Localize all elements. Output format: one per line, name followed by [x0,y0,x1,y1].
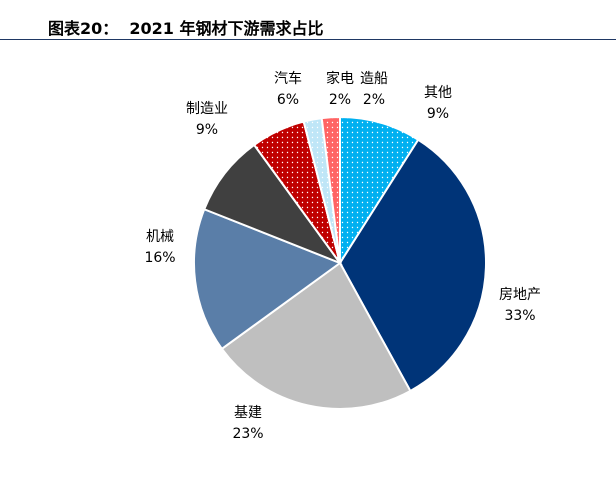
slice-name-shipbuilding: 造船 [360,71,388,87]
pie-labels: 其他 9% 房地产 33% 基建 23% 机械 16% 制造业 9% 汽车 6% 家电 2% 造船 2% [144,70,541,442]
slice-value-shipbuilding: 2% [363,92,385,108]
pie-slice-infrastructure [220,261,412,410]
slice-name-real-estate: 房地产 [499,287,541,303]
figure-title: 图表20： 2021 年钢材下游需求占比 [48,19,324,38]
slice-value-other: 9% [427,106,449,122]
slice-value-manufacturing: 9% [196,122,218,138]
title-divider [0,39,616,40]
figure-header: 图表20： 2021 年钢材下游需求占比 [0,0,616,44]
pie-slice-manufacturing [202,143,343,266]
slice-name-home-appliance: 家电 [326,70,354,87]
slice-name-automobile: 汽车 [274,70,302,87]
slice-value-infrastructure: 23% [232,426,263,442]
pie-slices [193,115,487,410]
slice-name-infrastructure: 基建 [234,404,262,421]
slice-name-machinery: 机械 [146,229,174,245]
pie-slice-shipbuilding [320,115,341,264]
slice-name-other: 其他 [424,85,452,101]
slice-name-manufacturing: 制造业 [186,101,228,117]
slice-value-machinery: 16% [144,250,175,266]
slice-value-real-estate: 33% [504,308,535,324]
pie-slice-machinery [193,207,343,351]
slice-value-automobile: 6% [277,92,299,108]
pie-slice-other [339,115,420,267]
slice-value-home-appliance: 2% [329,92,351,108]
